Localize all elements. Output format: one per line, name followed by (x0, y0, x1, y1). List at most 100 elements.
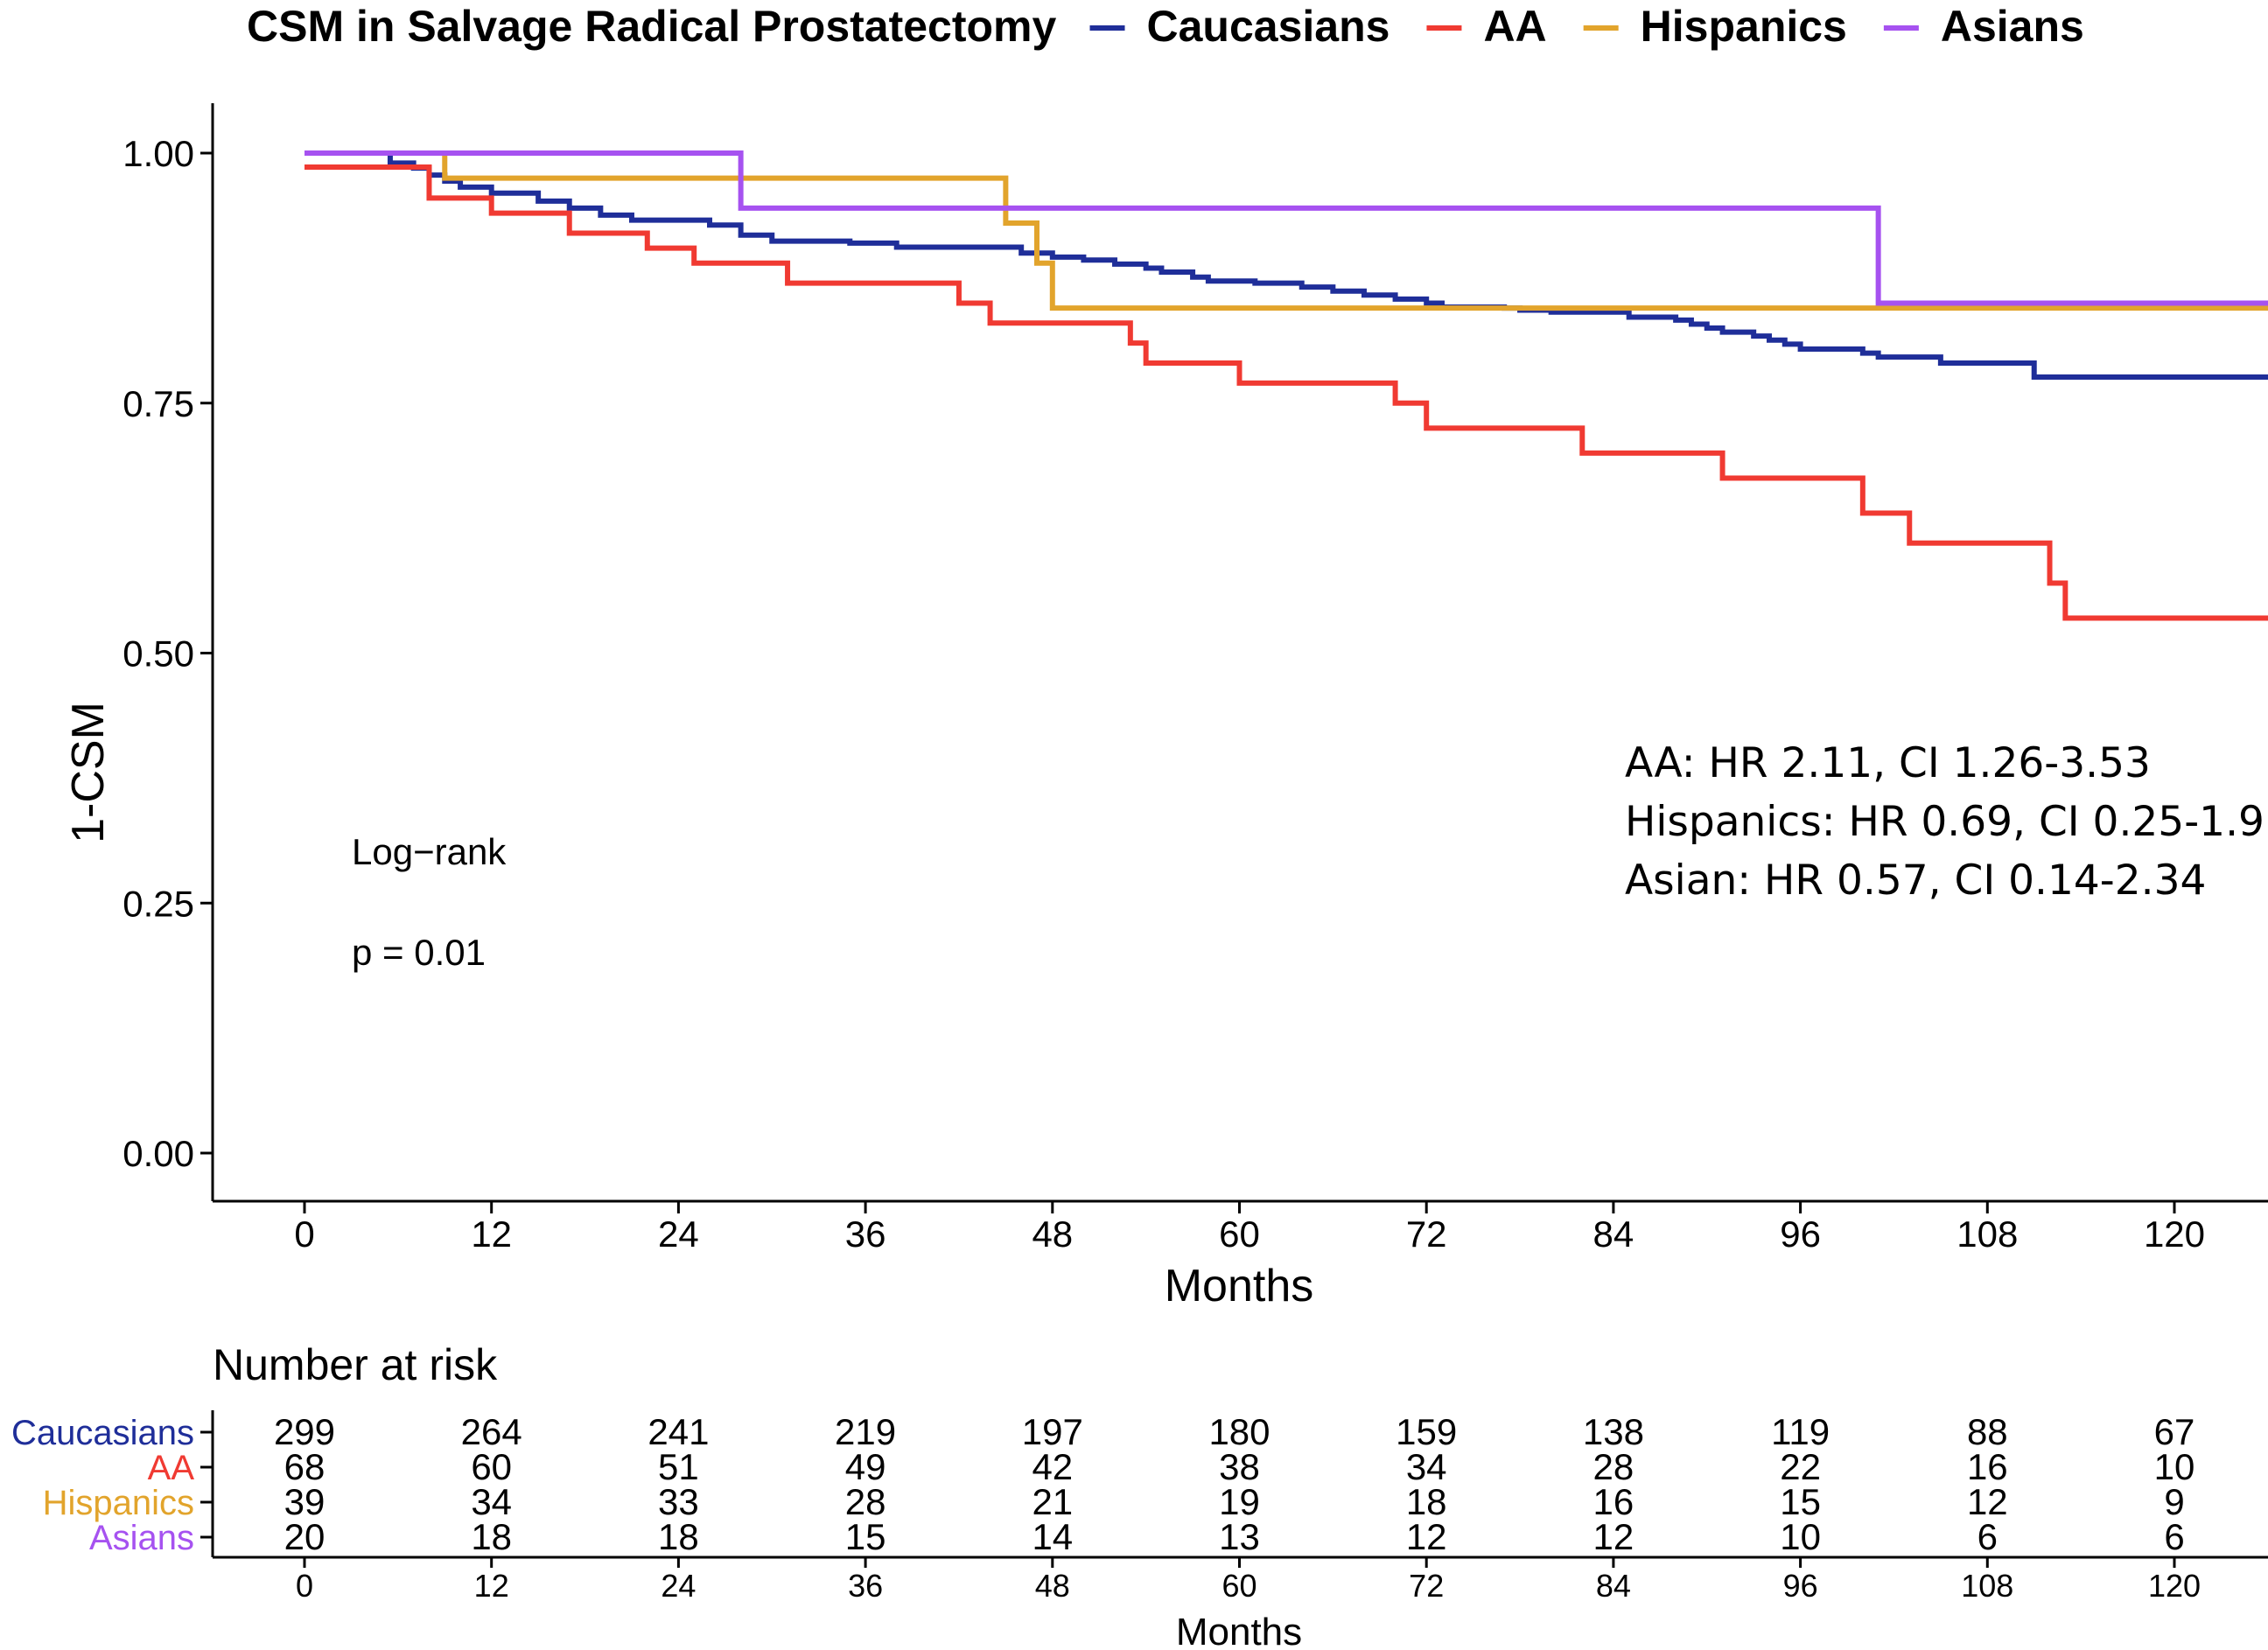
risk-count: 13 (1219, 1516, 1260, 1557)
risk-count: 10 (2154, 1446, 2195, 1487)
risk-count: 88 (1967, 1411, 2008, 1452)
risk-count: 6 (2164, 1516, 2184, 1557)
x-tick-label: 24 (658, 1213, 699, 1255)
risk-count: 28 (845, 1481, 886, 1522)
risk-count: 18 (1406, 1481, 1447, 1522)
risk-count: 119 (1771, 1411, 1830, 1452)
risk-count: 34 (1406, 1446, 1447, 1487)
risk-x-axis-label: Months (1176, 1611, 1302, 1650)
risk-count: 19 (1219, 1481, 1260, 1522)
risk-x-tick-label: 48 (1035, 1568, 1070, 1604)
risk-count: 42 (1032, 1446, 1073, 1487)
risk-x-tick-label: 0 (296, 1568, 313, 1604)
risk-x-tick-label: 120 (2148, 1568, 2201, 1604)
risk-count: 12 (1967, 1481, 2008, 1522)
risk-count: 49 (845, 1446, 886, 1487)
risk-x-tick-label: 36 (848, 1568, 883, 1604)
hazard-ratio-line: Asian: HR 0.57, CI 0.14-2.34 (1625, 856, 2206, 905)
risk-count: 241 (648, 1411, 709, 1452)
risk-count: 14 (1032, 1516, 1073, 1557)
risk-count: 12 (1406, 1516, 1447, 1557)
risk-row-label: Caucasians (11, 1414, 194, 1452)
risk-x-tick-label: 72 (1409, 1568, 1444, 1604)
risk-count: 18 (658, 1516, 699, 1557)
risk-count: 138 (1583, 1411, 1644, 1452)
risk-count: 264 (461, 1411, 522, 1452)
legend-label: Caucasians (1147, 2, 1390, 51)
risk-count: 159 (1396, 1411, 1457, 1452)
x-tick-label: 108 (1956, 1213, 2018, 1255)
hazard-ratio-line: AA: HR 2.11, CI 1.26-3.53 (1625, 739, 2151, 787)
risk-count: 51 (658, 1446, 699, 1487)
risk-x-tick-label: 12 (474, 1568, 509, 1604)
risk-count: 9 (2164, 1481, 2184, 1522)
km-curve-aa (304, 164, 2268, 621)
hazard-ratio-annotations: AA: HR 2.11, CI 1.26-3.53 Hispanics: HR 0… (1625, 739, 2268, 905)
risk-count: 219 (835, 1411, 896, 1452)
risk-count: 39 (284, 1481, 326, 1522)
risk-count: 60 (471, 1446, 512, 1487)
risk-count: 12 (1593, 1516, 1634, 1557)
risk-x-tick-label: 96 (1783, 1568, 1818, 1604)
y-tick-label: 1.00 (122, 133, 194, 174)
risk-count: 33 (658, 1481, 699, 1522)
logrank-label: Log−rank (352, 831, 507, 872)
x-tick-label: 36 (845, 1213, 886, 1255)
p-value: p = 0.01 (352, 932, 486, 973)
risk-table-title: Number at risk (213, 1340, 498, 1389)
legend-label: Asians (1941, 2, 2084, 51)
risk-x-tick-label: 60 (1222, 1568, 1256, 1604)
y-axis-label: 1-CSM (63, 702, 114, 843)
legend-label: AA (1483, 2, 1546, 51)
x-tick-label: 120 (2144, 1213, 2205, 1255)
risk-count: 18 (471, 1516, 512, 1557)
km-curve-caucasians (304, 150, 2268, 381)
risk-count: 15 (1780, 1481, 1821, 1522)
hazard-ratio-line: Hispanics: HR 0.69, CI 0.25-1.91 (1625, 798, 2268, 846)
x-tick-label: 48 (1032, 1213, 1073, 1255)
risk-count: 68 (284, 1446, 326, 1487)
y-tick-label: 0.50 (122, 633, 194, 675)
km-curve-asians (304, 150, 2268, 306)
risk-count: 299 (274, 1411, 335, 1452)
y-axis-ticks: 0.00 0.25 0.50 0.75 1.00 (122, 133, 213, 1174)
risk-count: 67 (2154, 1411, 2195, 1452)
y-tick-label: 0.25 (122, 883, 194, 924)
x-tick-label: 12 (471, 1213, 512, 1255)
risk-count: 6 (1978, 1516, 1998, 1557)
risk-x-tick-label: 84 (1596, 1568, 1631, 1604)
legend: Caucasians AA Hispanics Asians (1089, 2, 2084, 51)
x-tick-label: 72 (1406, 1213, 1447, 1255)
risk-row-label: Asians (89, 1519, 194, 1557)
x-axis-ticks: 0 12 24 36 48 60 72 84 96 108 120 (294, 1201, 2205, 1255)
risk-x-tick-label: 24 (661, 1568, 696, 1604)
chart-title: CSM in Salvage Radical Prostatectomy (247, 2, 1057, 51)
risk-count: 16 (1593, 1481, 1634, 1522)
risk-count: 28 (1593, 1446, 1634, 1487)
risk-count: 22 (1780, 1446, 1821, 1487)
risk-count: 16 (1967, 1446, 2008, 1487)
x-tick-label: 0 (294, 1213, 314, 1255)
y-tick-label: 0.75 (122, 383, 194, 424)
risk-count: 34 (471, 1481, 512, 1522)
plot-area: 0.00 0.25 0.50 0.75 1.00 0 12 24 36 48 60 72 84 96 10… (63, 103, 2268, 1311)
legend-label: Hispanics (1641, 2, 1847, 51)
risk-count: 15 (845, 1516, 886, 1557)
x-tick-label: 96 (1780, 1213, 1821, 1255)
x-axis-label: Months (1165, 1261, 1314, 1311)
risk-table: Caucasians 299 264 241 219 197 180 159 138 119 88 6… (11, 1410, 2268, 1604)
risk-count: 20 (284, 1516, 326, 1557)
risk-count: 21 (1032, 1481, 1073, 1522)
series-layer (304, 150, 2268, 621)
risk-count: 38 (1219, 1446, 1260, 1487)
risk-x-tick-label: 108 (1961, 1568, 2013, 1604)
risk-count: 197 (1022, 1411, 1083, 1452)
risk-row-label: Hispanics (43, 1484, 194, 1522)
x-tick-label: 84 (1593, 1213, 1634, 1255)
y-tick-label: 0.00 (122, 1133, 194, 1174)
risk-count: 10 (1780, 1516, 1821, 1557)
x-tick-label: 60 (1219, 1213, 1260, 1255)
km-curve-hispanics (304, 150, 2268, 311)
risk-count: 180 (1208, 1411, 1270, 1452)
